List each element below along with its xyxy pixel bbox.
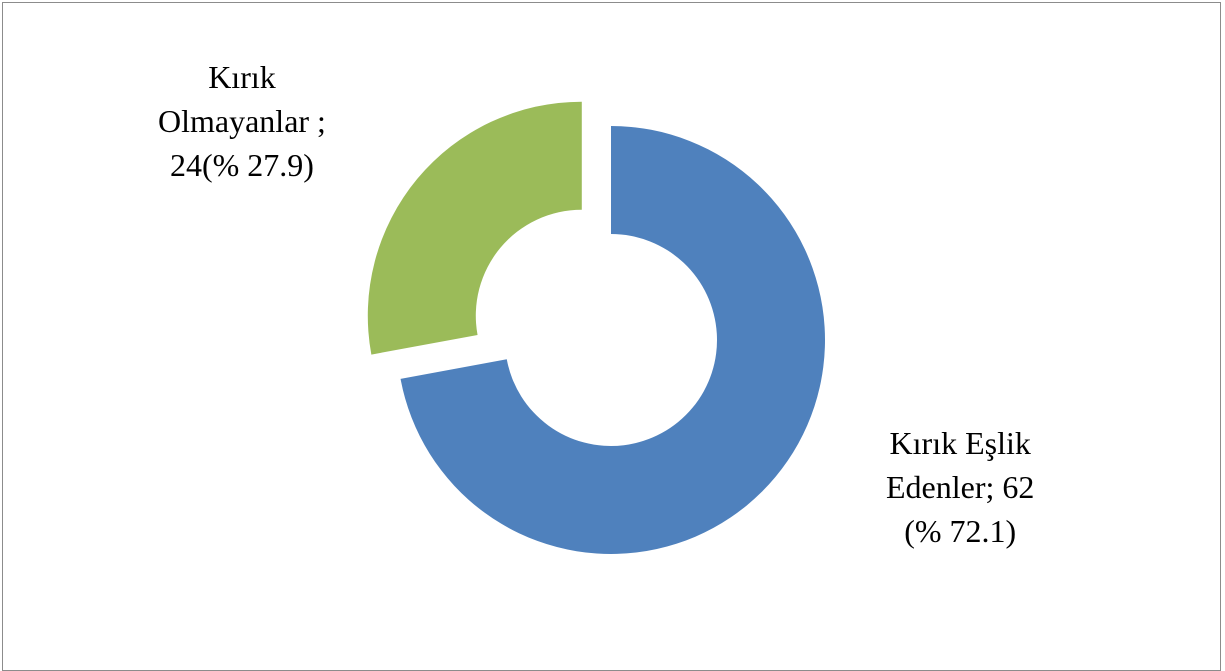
slice-kirik-olmayanlar — [367, 101, 582, 355]
data-label-line: Edenler; 62 — [886, 469, 1035, 505]
slice-kirik-eslik-edenler — [400, 126, 825, 554]
data-label-line: Olmayanlar ; — [158, 103, 326, 139]
data-label-line: (% 72.1) — [904, 513, 1017, 549]
data-label-line: 24(% 27.9) — [169, 147, 314, 183]
data-label-line: Kırık — [208, 59, 276, 95]
data-label-kirik-olmayanlar: Kırık Olmayanlar ; 24(% 27.9) — [158, 55, 326, 187]
data-label-line: Kırık Eşlik — [889, 425, 1031, 461]
data-label-kirik-eslik-edenler: Kırık Eşlik Edenler; 62 (% 72.1) — [886, 421, 1034, 553]
